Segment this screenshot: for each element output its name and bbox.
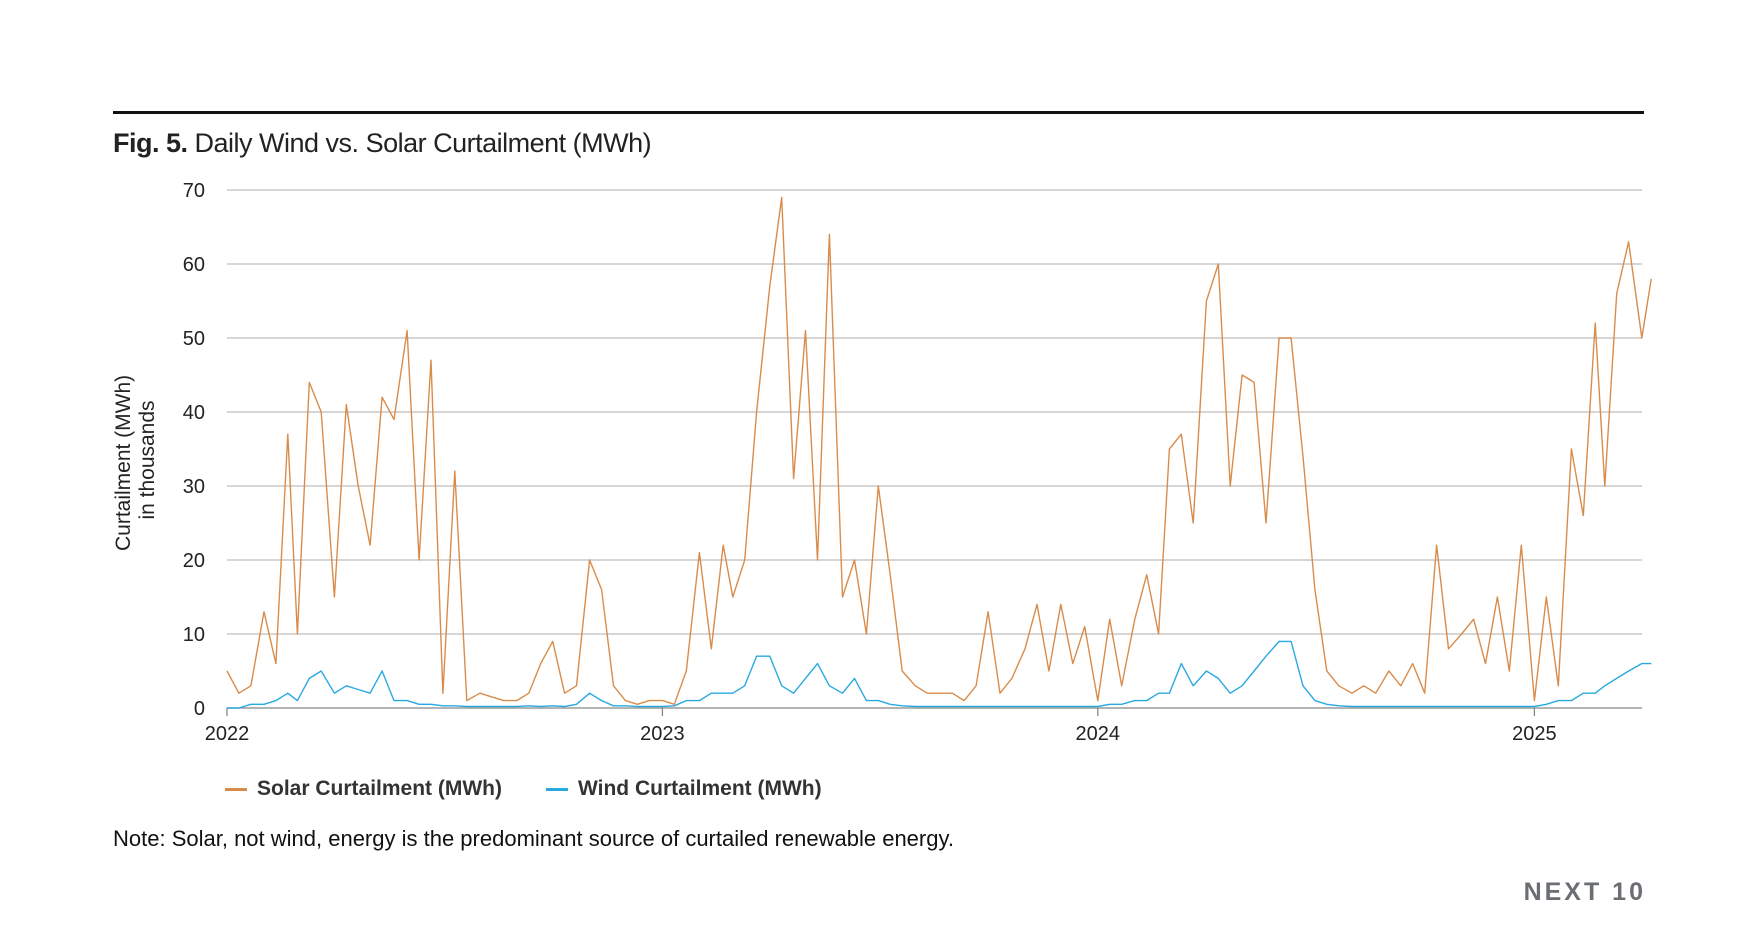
x-tick-label: 2025 <box>1512 723 1557 745</box>
solar-curtailment-line <box>226 196 1652 705</box>
figure-title-text: Daily Wind vs. Solar Curtailment (MWh) <box>194 128 652 158</box>
gridlines <box>227 189 1642 709</box>
series-lines <box>226 196 1652 709</box>
x-tick-labels: 2022 2023 2024 2025 <box>205 708 1557 745</box>
figure-label: Fig. 5. <box>113 128 188 158</box>
x-tick-label: 2022 <box>205 723 250 745</box>
y-axis-title-line-2: in thousands <box>136 400 159 519</box>
legend-label-wind: Wind Curtailment (MWh) <box>578 777 822 800</box>
legend-item-solar: Solar Curtailment (MWh) <box>225 777 502 801</box>
wind-curtailment-line <box>227 640 1652 709</box>
y-tick-label: 0 <box>194 698 205 720</box>
y-tick-label: 50 <box>183 328 205 350</box>
legend-item-wind: Wind Curtailment (MWh) <box>546 777 822 801</box>
y-tick-label: 20 <box>183 550 205 572</box>
y-tick-label: 60 <box>183 254 205 276</box>
legend-swatch-solar <box>225 787 247 791</box>
series-wind <box>226 640 1652 709</box>
top-rule <box>113 111 1644 114</box>
x-tick-label: 2024 <box>1076 723 1121 745</box>
y-tick-label: 30 <box>183 476 205 498</box>
y-tick-label: 40 <box>183 402 205 424</box>
figure-title: Fig. 5. Daily Wind vs. Solar Curtailment… <box>113 128 652 159</box>
legend-label-solar: Solar Curtailment (MWh) <box>257 777 502 800</box>
y-tick-label: 70 <box>183 180 205 202</box>
legend-swatch-wind <box>546 787 568 791</box>
legend: Solar Curtailment (MWh) Wind Curtailment… <box>225 777 822 801</box>
series-solar <box>226 196 1652 705</box>
figure-note: Note: Solar, not wind, energy is the pre… <box>113 826 954 851</box>
y-axis-title: Curtailment (MWh) in thousands <box>112 369 159 551</box>
y-tick-label: 10 <box>183 624 205 646</box>
y-tick-labels: 0 10 20 30 40 50 60 70 <box>183 180 205 720</box>
y-axis-title-line-1: Curtailment (MWh) <box>112 375 135 551</box>
next10-logo: NEXT 10 <box>1523 878 1646 906</box>
x-tick-label: 2023 <box>640 723 685 745</box>
